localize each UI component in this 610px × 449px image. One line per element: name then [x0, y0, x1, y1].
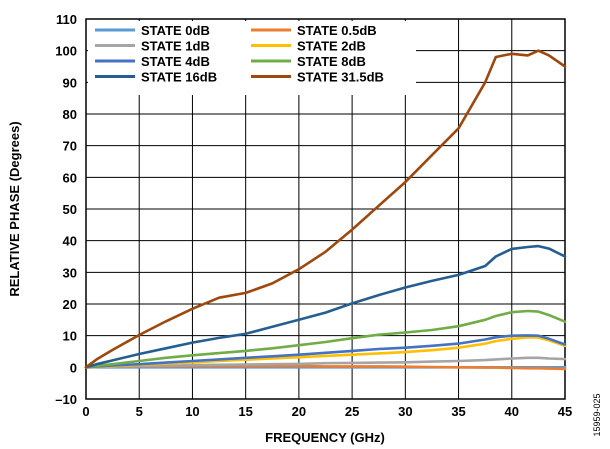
series-line-5 — [84, 309, 567, 369]
y-tick-label: 50 — [63, 202, 77, 217]
x-tick-label: 30 — [398, 404, 412, 419]
y-tick-label: 20 — [63, 297, 77, 312]
x-tick-label: 10 — [185, 404, 199, 419]
series-line-4 — [84, 334, 567, 369]
x-axis-title: FREQUENCY (GHz) — [265, 430, 385, 445]
series-line-2 — [84, 356, 567, 369]
x-tick-label: 15 — [238, 404, 252, 419]
x-tick-label: 40 — [505, 404, 519, 419]
figure-id: 15959-025 — [592, 393, 602, 436]
x-tick-label: 45 — [558, 404, 572, 419]
legend-label: STATE 1dB — [141, 39, 210, 54]
legend-label: STATE 31.5dB — [297, 70, 384, 85]
x-tick-label: 20 — [292, 404, 306, 419]
series-line-6 — [84, 244, 567, 369]
y-axis-title: RELATIVE PHASE (Degrees) — [7, 121, 22, 296]
y-tick-label: 60 — [63, 170, 77, 185]
y-tick-label: 100 — [55, 44, 77, 59]
series-lines — [84, 49, 567, 371]
x-tick-label: 35 — [451, 404, 465, 419]
y-tick-label: –10 — [55, 392, 77, 407]
y-tick-label: 90 — [63, 75, 77, 90]
x-tick-label: 5 — [136, 404, 143, 419]
y-tick-label: 30 — [63, 265, 77, 280]
y-tick-label: 80 — [63, 107, 77, 122]
legend-label: STATE 2dB — [297, 39, 366, 54]
x-tick-label: 0 — [82, 404, 89, 419]
x-tick-labels: 0 5 10 15 20 25 30 35 40 45 — [82, 404, 572, 419]
legend-label: STATE 4dB — [141, 54, 210, 69]
y-tick-label: 70 — [63, 139, 77, 154]
legend-label: STATE 8dB — [297, 54, 366, 69]
plot-frame — [85, 18, 566, 400]
x-tick-label: 25 — [345, 404, 359, 419]
legend-label: STATE 0.5dB — [297, 23, 377, 38]
legend-label: STATE 0dB — [141, 23, 210, 38]
y-tick-labels: –10 0 10 20 30 40 50 60 70 80 90 100 110 — [55, 12, 77, 407]
y-tick-label: 110 — [56, 12, 77, 27]
legend-label: STATE 16dB — [141, 70, 217, 85]
y-tick-label: 40 — [63, 234, 77, 249]
y-tick-label: 0 — [70, 360, 77, 375]
y-tick-label: 10 — [63, 329, 77, 344]
legend-background — [88, 21, 416, 95]
series-line-7 — [84, 49, 567, 369]
